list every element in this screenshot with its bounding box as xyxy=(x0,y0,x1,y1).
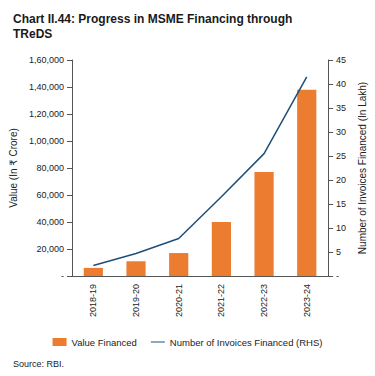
svg-text:-: - xyxy=(61,271,64,281)
svg-text:25: 25 xyxy=(336,151,346,161)
svg-text:40: 40 xyxy=(336,79,346,89)
svg-text:2022-23: 2022-23 xyxy=(259,284,269,317)
svg-text:2021-22: 2021-22 xyxy=(216,284,226,317)
svg-text:35: 35 xyxy=(336,103,346,113)
svg-text:1,20,000: 1,20,000 xyxy=(29,109,64,119)
svg-text:1,40,000: 1,40,000 xyxy=(29,82,64,92)
svg-text:20,000: 20,000 xyxy=(36,244,64,254)
svg-text:60,000: 60,000 xyxy=(36,190,64,200)
svg-text:10: 10 xyxy=(336,223,346,233)
svg-text:20: 20 xyxy=(336,175,346,185)
svg-text:2023-24: 2023-24 xyxy=(302,284,312,317)
svg-text:Number of Invoices Financed (R: Number of Invoices Financed (RHS) xyxy=(170,337,323,348)
svg-text:Value (In ₹ Crore): Value (In ₹ Crore) xyxy=(8,128,19,208)
svg-text:Number of Invoices Financed (I: Number of Invoices Financed (In Lakh) xyxy=(357,82,368,254)
svg-text:15: 15 xyxy=(336,199,346,209)
svg-text:1,60,000: 1,60,000 xyxy=(29,55,64,65)
svg-text:80,000: 80,000 xyxy=(36,163,64,173)
svg-text:30: 30 xyxy=(336,127,346,137)
svg-text:2019-20: 2019-20 xyxy=(131,284,141,317)
svg-text:Chart II.44: Progress in MSME: Chart II.44: Progress in MSME Financing … xyxy=(13,12,296,26)
svg-text:5: 5 xyxy=(336,247,341,257)
svg-text:2020-21: 2020-21 xyxy=(174,284,184,317)
svg-text:Source: RBI.: Source: RBI. xyxy=(13,359,64,369)
svg-text:1,00,000: 1,00,000 xyxy=(29,136,64,146)
svg-text:40,000: 40,000 xyxy=(36,217,64,227)
svg-text:2018-19: 2018-19 xyxy=(88,284,98,317)
svg-text:-: - xyxy=(336,271,339,281)
svg-text:TReDS: TReDS xyxy=(13,27,52,41)
svg-text:45: 45 xyxy=(336,55,346,65)
svg-text:Value Financed: Value Financed xyxy=(72,337,137,348)
